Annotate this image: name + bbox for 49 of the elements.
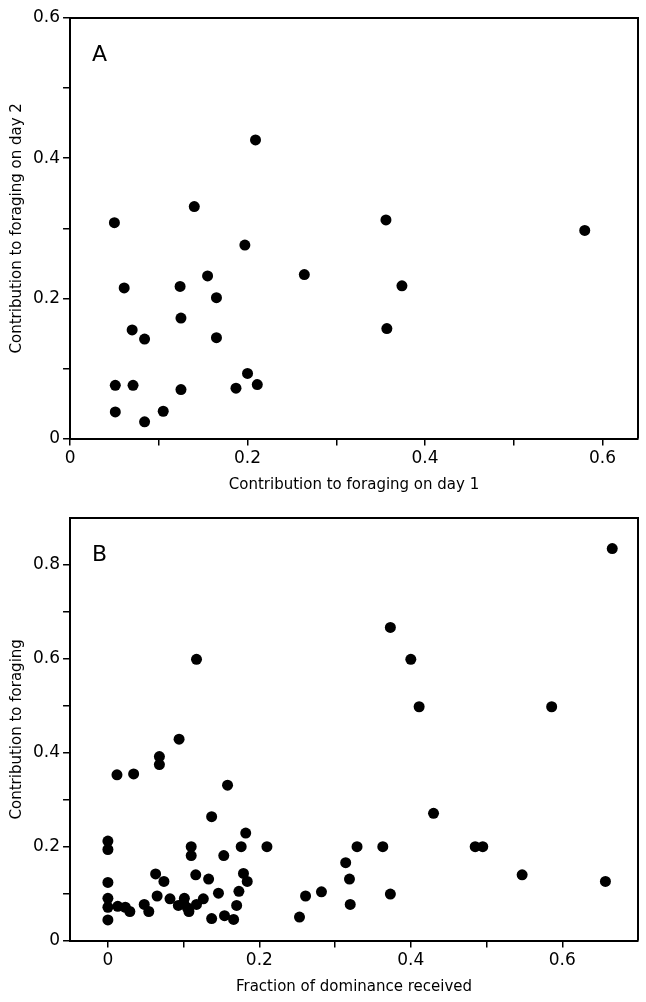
point (396, 280, 408, 292)
point (210, 292, 222, 304)
x-tick-label: 0 (64, 447, 76, 468)
point (157, 405, 169, 417)
point (127, 379, 139, 391)
x-tick-label: 0.2 (234, 447, 262, 468)
point (139, 416, 151, 428)
point (579, 224, 591, 236)
point (139, 333, 151, 345)
y-axis-title: Contribution to foraging (6, 639, 25, 820)
point (230, 382, 242, 394)
point (202, 270, 214, 282)
point (109, 406, 121, 418)
x-axis-title: Fraction of dominance received (235, 976, 473, 995)
point (175, 384, 187, 396)
x-tick-label: 0.4 (411, 447, 439, 468)
text: A (92, 40, 108, 66)
x-tick-label: 0.6 (548, 949, 576, 970)
x-tick-label: 0.2 (245, 949, 273, 970)
point (188, 201, 200, 213)
y-tick-label: 0.6 (32, 6, 61, 27)
y-axis-title: Contribution to foraging on day 2 (6, 103, 25, 354)
point (380, 214, 392, 226)
y-tick-label: 0.6 (32, 647, 61, 668)
y-tick-label: 0 (49, 929, 61, 950)
y-tick-label: 0.4 (32, 741, 61, 762)
y-tick-label: 0 (49, 427, 61, 448)
x-tick-label: 0 (102, 949, 114, 970)
text: B (92, 540, 108, 566)
y-tick-label: 0.2 (32, 286, 61, 307)
y-tick-label: 0.8 (32, 553, 61, 574)
x-tick-label: 0.4 (397, 949, 425, 970)
point (242, 367, 254, 379)
point (239, 239, 251, 251)
x-axis-title: Contribution to foraging on day 1 (228, 474, 480, 493)
point (175, 312, 187, 324)
point (381, 323, 393, 335)
point (174, 280, 186, 292)
point (108, 217, 120, 229)
point (250, 134, 262, 146)
point (109, 379, 121, 391)
point (210, 332, 222, 344)
y-tick-label: 0.2 (32, 835, 61, 856)
y-tick-label: 0.4 (32, 146, 61, 167)
point (298, 269, 310, 281)
point (251, 379, 263, 391)
point (118, 282, 130, 294)
point (126, 324, 138, 336)
x-tick-label: 0.6 (588, 447, 617, 468)
